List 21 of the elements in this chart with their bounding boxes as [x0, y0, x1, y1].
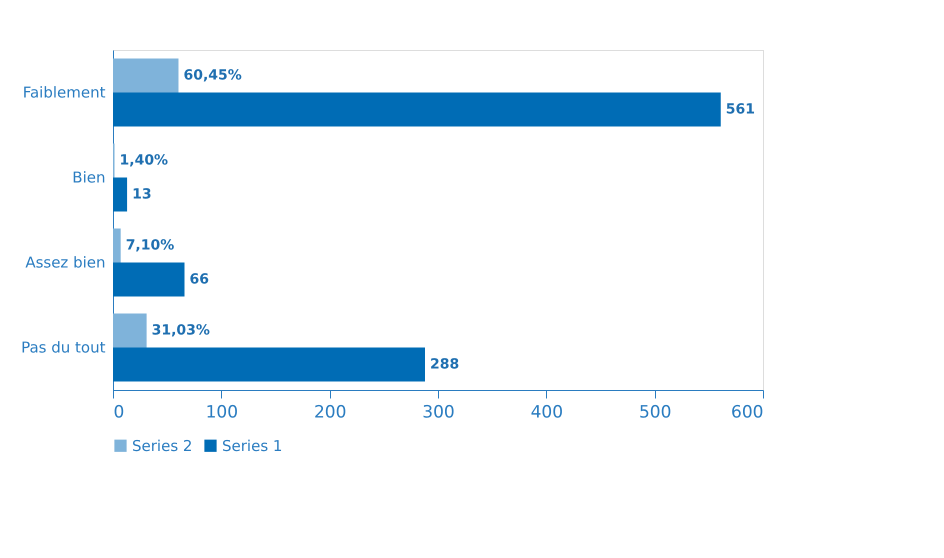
y-tick-label: Faiblement	[22, 84, 106, 102]
y-tick-label: Pas du tout	[21, 338, 106, 356]
data-label: 13	[132, 186, 152, 202]
data-label: 31,03%	[152, 322, 210, 338]
data-label: 1,40%	[120, 152, 168, 168]
legend-label: Series 2	[132, 436, 192, 455]
x-tick-label: 600	[731, 402, 764, 422]
y-tick-label: Assez bien	[25, 254, 106, 272]
x-tick-label: 200	[314, 402, 346, 422]
data-label: 66	[190, 272, 209, 288]
x-tick-label: 500	[638, 402, 672, 422]
y-tick-label: Bien	[72, 168, 106, 186]
x-tick-label: 400	[530, 402, 564, 422]
legend-label: Series 1	[222, 436, 282, 455]
data-label: 60,45%	[183, 68, 242, 84]
x-tick-label: 300	[422, 402, 455, 422]
x-tick-label: 0	[114, 402, 124, 422]
x-tick-label: 100	[206, 402, 238, 422]
data-label: 7,10%	[126, 238, 174, 254]
data-label: 288	[430, 356, 460, 372]
data-label: 561	[726, 102, 755, 118]
